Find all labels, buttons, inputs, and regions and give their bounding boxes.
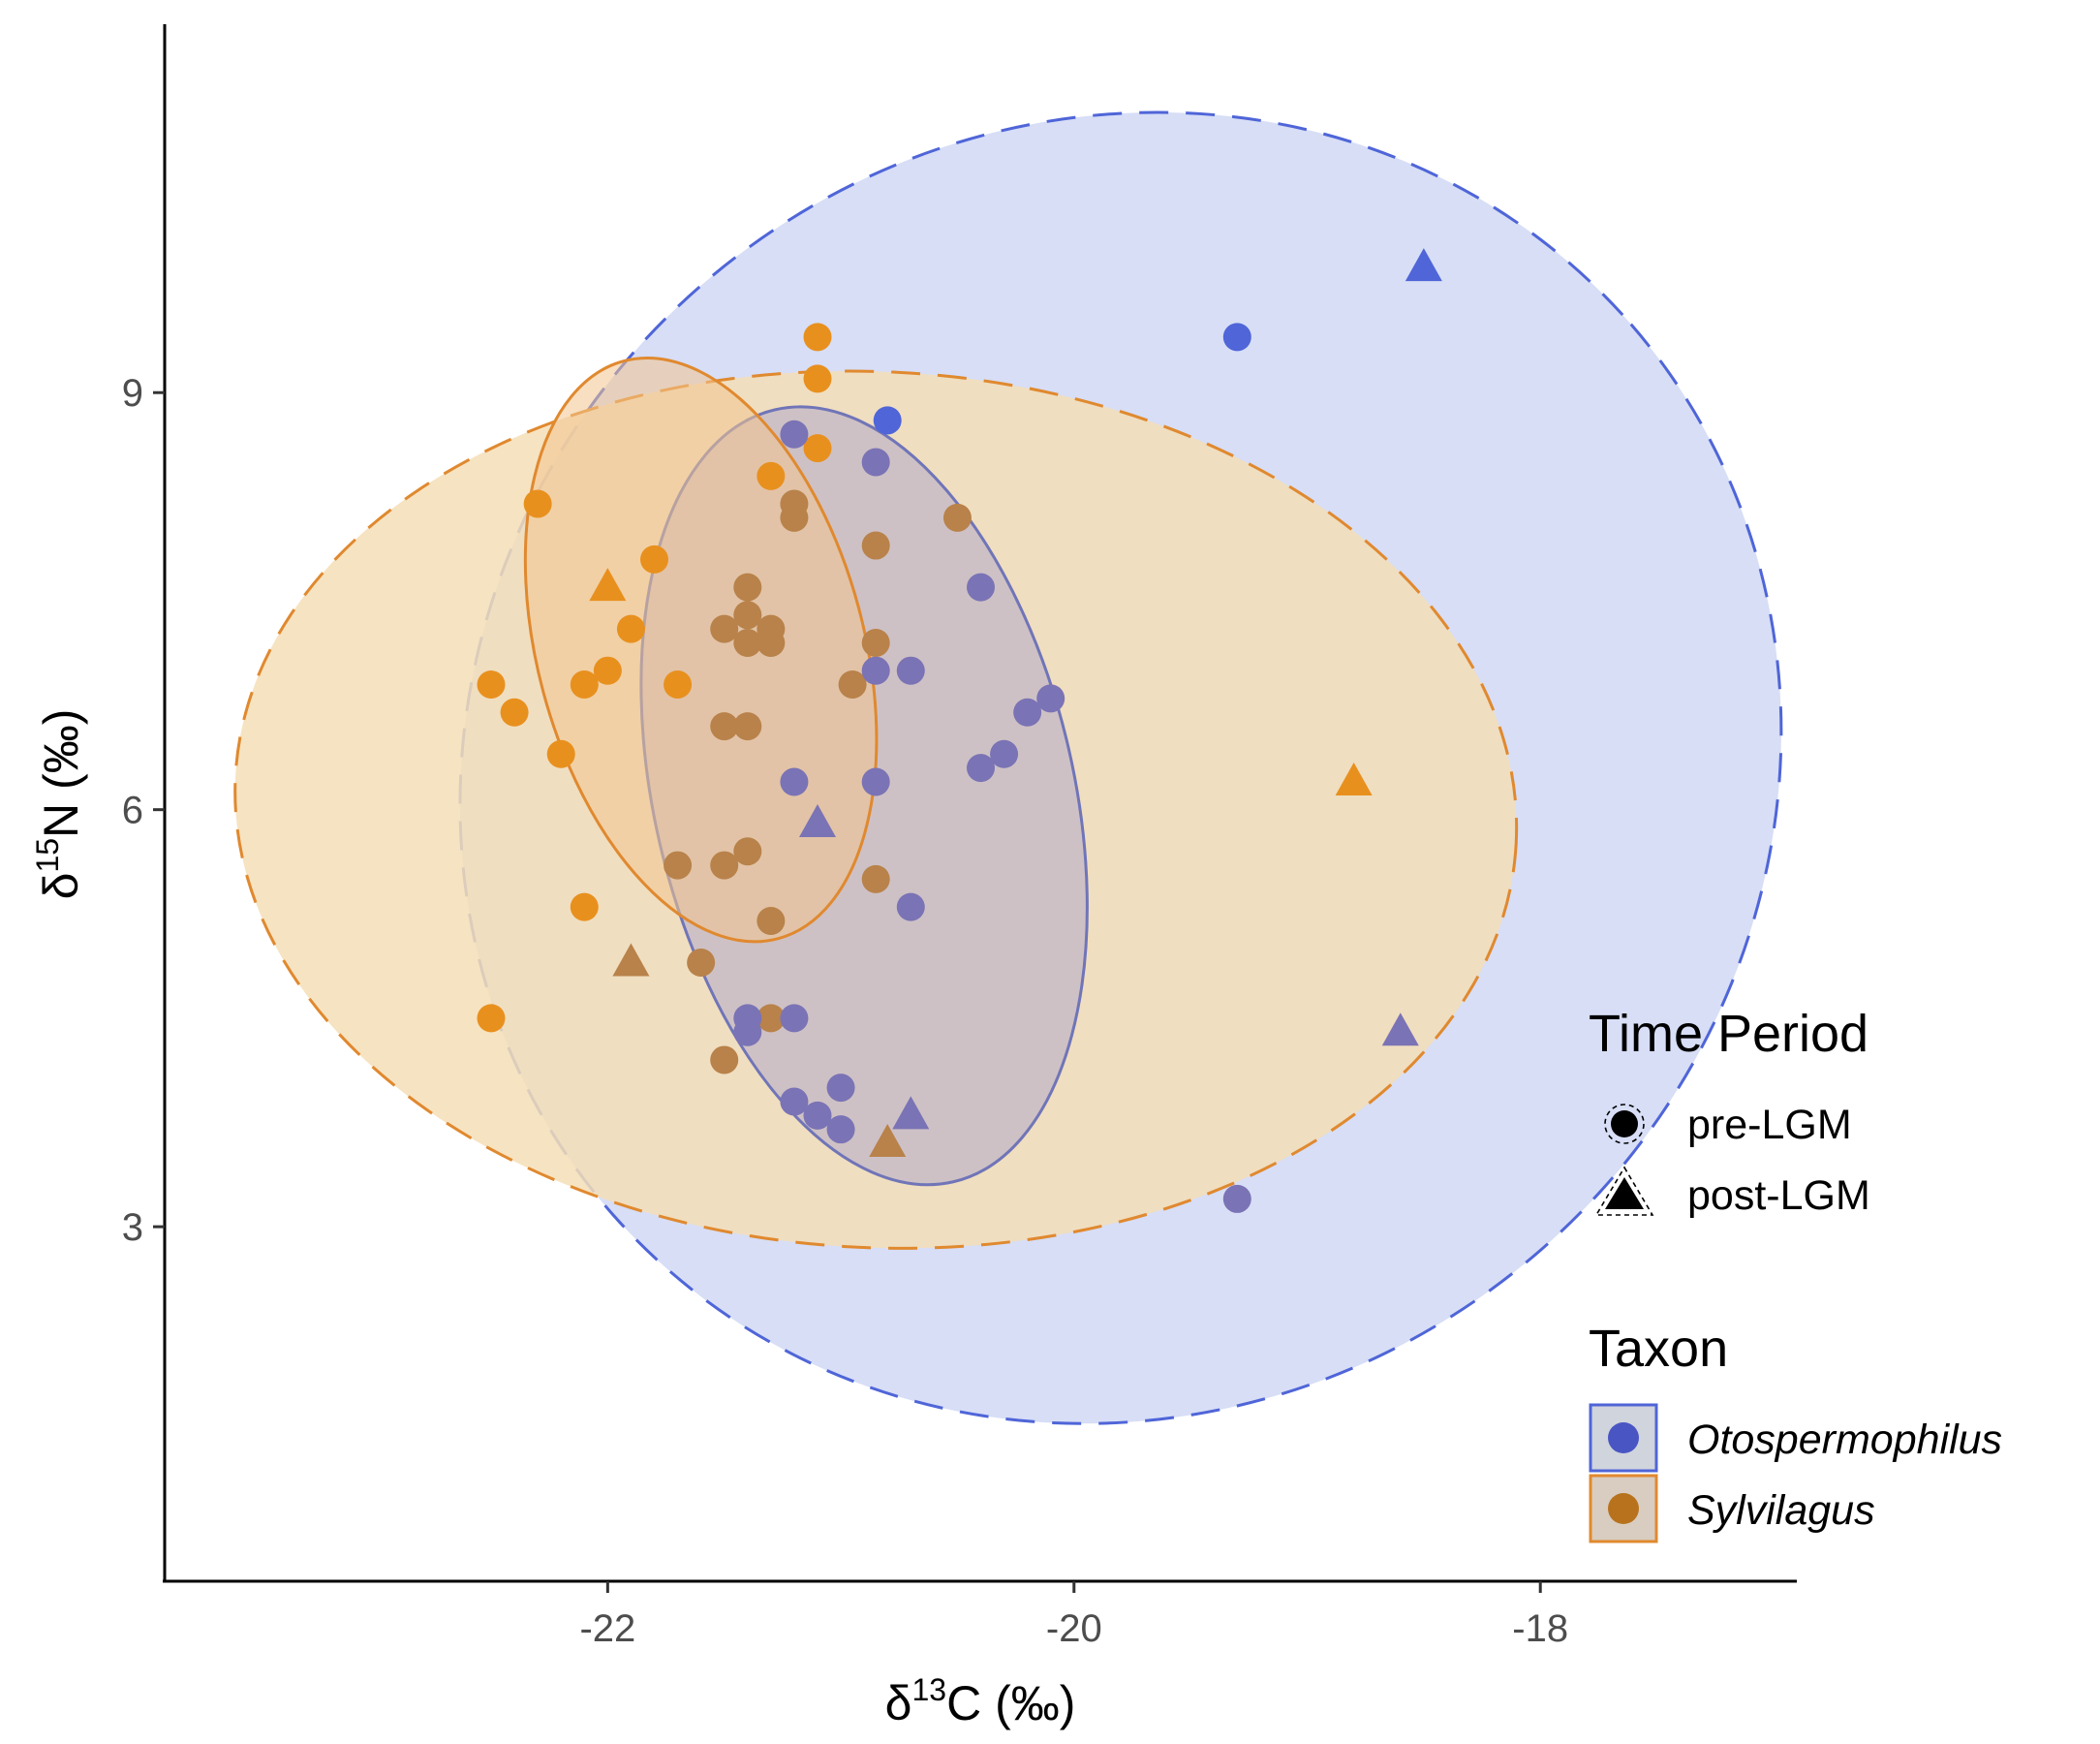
data-point-triangle	[1405, 248, 1442, 282]
data-point-circle	[616, 614, 645, 643]
data-point-circle	[780, 1004, 809, 1033]
legend-key-dot-otospermophilus	[1608, 1422, 1639, 1453]
data-point-triangle	[892, 1096, 930, 1130]
data-point-circle	[733, 573, 762, 602]
legend-key-outline-post-lgm	[1594, 1166, 1654, 1216]
y-axis-title: δ15N (‰)	[30, 709, 88, 900]
data-point-circle	[757, 906, 786, 935]
legend: Time Period pre-LGM post-LGM Taxon Otosp…	[1589, 1005, 2002, 1543]
data-point-circle	[861, 448, 890, 477]
data-point-circle	[500, 698, 529, 727]
data-point-circle	[710, 614, 739, 643]
data-point-circle	[803, 323, 832, 352]
data-point-circle	[733, 1017, 762, 1046]
data-point-circle	[942, 503, 972, 532]
data-point-circle	[570, 892, 599, 921]
data-point-triangle	[1335, 762, 1373, 795]
data-point-circle	[873, 406, 902, 435]
x-tick-label: -20	[1046, 1607, 1102, 1650]
legend-key-triangle-icon	[1605, 1177, 1644, 1209]
data-point-circle	[1222, 323, 1251, 352]
data-point-triangle	[589, 568, 627, 602]
data-point-circle	[687, 949, 716, 978]
data-point-triangle	[1381, 1012, 1419, 1046]
data-point-circle	[664, 670, 693, 700]
data-point-circle	[523, 489, 552, 518]
data-point-circle	[826, 1074, 855, 1103]
data-point-circle	[803, 364, 832, 393]
data-point-circle	[1222, 1184, 1251, 1213]
data-point-circle	[710, 712, 739, 741]
data-point-circle	[733, 837, 762, 866]
legend-title-taxon: Taxon	[1589, 1320, 1728, 1378]
data-point-circle	[757, 1004, 786, 1033]
legend-label-pre-lgm: pre-LGM	[1687, 1102, 1852, 1148]
data-point-circle	[861, 767, 890, 796]
data-point-circle	[780, 420, 809, 449]
data-point-triangle	[799, 804, 836, 838]
y-tick-label: 9	[122, 372, 143, 415]
legend-title-time-period: Time Period	[1589, 1005, 1868, 1063]
tick-layer: -22 -20 -18 3 6 9	[122, 372, 1568, 1650]
x-tick-label: -22	[579, 1607, 635, 1650]
data-point-circle	[477, 1004, 506, 1033]
data-point-circle	[861, 531, 890, 560]
data-point-circle	[896, 656, 925, 685]
data-point-circle	[803, 1101, 832, 1130]
data-point-circle	[733, 601, 762, 630]
x-tick-label: -18	[1512, 1607, 1568, 1650]
y-tick-label: 3	[122, 1206, 143, 1249]
data-point-circle	[664, 851, 693, 880]
data-point-circle	[640, 545, 668, 574]
data-point-circle	[1036, 684, 1065, 713]
legend-label-sylvilagus: Sylvilagus	[1687, 1487, 1875, 1534]
legend-key-ring-pre-lgm	[1604, 1104, 1645, 1144]
data-point-circle	[593, 656, 622, 685]
data-point-circle	[710, 851, 739, 880]
data-point-circle	[570, 670, 599, 700]
data-point-circle	[826, 1115, 855, 1144]
data-point-circle	[733, 628, 762, 657]
data-point-circle	[780, 767, 809, 796]
data-point-triangle	[612, 943, 650, 977]
y-tick-label: 6	[122, 790, 143, 832]
legend-label-post-lgm: post-LGM	[1687, 1172, 1870, 1219]
legend-key-circle-icon	[1611, 1110, 1638, 1137]
data-point-circle	[757, 461, 786, 490]
data-point-circle	[546, 739, 575, 768]
x-axis-title: δ13C (‰)	[885, 1672, 1076, 1730]
data-point-circle	[780, 503, 809, 532]
data-point-circle	[967, 754, 995, 783]
data-point-circle	[477, 670, 506, 700]
data-point-circle	[861, 864, 890, 893]
data-point-circle	[1013, 698, 1042, 727]
data-point-circle	[710, 1045, 739, 1074]
data-point-circle	[803, 434, 832, 463]
data-point-circle	[780, 1087, 809, 1116]
data-point-circle	[896, 892, 925, 921]
data-point-circle	[733, 712, 762, 741]
data-point-triangle	[869, 1124, 907, 1158]
data-point-circle	[861, 656, 890, 685]
data-point-circle	[990, 739, 1019, 768]
point-layer	[477, 248, 1442, 1213]
legend-label-otospermophilus: Otospermophilus	[1687, 1417, 2002, 1463]
legend-key-dot-sylvilagus	[1608, 1493, 1639, 1524]
data-point-circle	[861, 628, 890, 657]
data-point-circle	[838, 670, 867, 700]
data-point-circle	[757, 628, 786, 657]
data-point-circle	[967, 573, 995, 602]
